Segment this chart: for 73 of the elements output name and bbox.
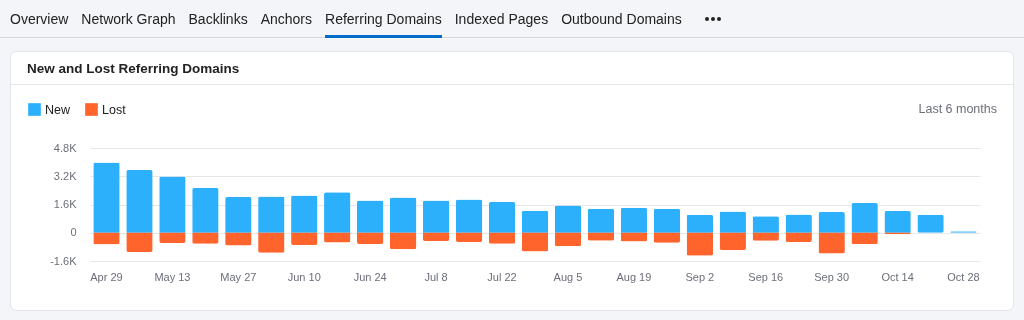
chart-title: New and Lost Referring Domains xyxy=(27,61,240,76)
bar xyxy=(752,216,779,233)
x-tick-label: Aug 19 xyxy=(616,270,652,283)
bar xyxy=(225,232,252,246)
x-tick-label: May 13 xyxy=(154,270,191,283)
bar xyxy=(488,202,516,233)
y-tick-label: 3.2K xyxy=(53,169,78,182)
bar xyxy=(554,205,582,233)
x-tick-label: Jul 22 xyxy=(487,270,517,283)
bar xyxy=(455,199,483,233)
x-tick-label: Sep 16 xyxy=(748,270,784,283)
bar xyxy=(422,200,450,233)
bar xyxy=(620,207,648,233)
bar xyxy=(258,232,285,253)
x-tick-label: Sep 2 xyxy=(685,270,715,283)
bar xyxy=(159,232,186,243)
bar xyxy=(126,232,153,252)
bar xyxy=(455,232,483,243)
bar xyxy=(785,232,812,243)
legend-label: New xyxy=(45,102,71,117)
text: Indexed Pages xyxy=(454,9,549,29)
bar xyxy=(785,214,812,233)
bar xyxy=(291,195,318,233)
text: Last 6 months xyxy=(918,102,997,116)
y-tick-label: 0 xyxy=(70,226,77,239)
y-tick-label: 4.8K xyxy=(53,141,78,154)
bar xyxy=(93,162,120,233)
bar xyxy=(554,232,582,247)
bar xyxy=(851,232,878,245)
x-tick-label: Jun 10 xyxy=(287,270,321,283)
bar xyxy=(422,232,450,242)
bar xyxy=(686,232,713,256)
bar xyxy=(686,214,713,233)
bar xyxy=(93,232,120,245)
bar xyxy=(653,208,681,233)
x-tick-label: Sep 30 xyxy=(814,270,850,283)
bar xyxy=(818,212,845,233)
text: Referring Domains xyxy=(325,0,442,38)
x-tick-label: Oct 14 xyxy=(881,270,914,283)
x-tick-label: Jul 8 xyxy=(424,270,448,283)
text: Overview xyxy=(10,9,69,29)
bar xyxy=(587,208,615,233)
text: Backlinks xyxy=(188,9,248,29)
x-tick-label: Oct 28 xyxy=(947,270,980,283)
bar xyxy=(357,200,384,233)
bar xyxy=(389,232,417,250)
bar xyxy=(818,232,845,254)
bar xyxy=(719,211,746,233)
bar xyxy=(192,188,219,233)
x-tick-label: Aug 5 xyxy=(553,270,583,283)
bar xyxy=(521,232,549,252)
x-tick-label: May 27 xyxy=(220,270,257,283)
legend-label: Lost xyxy=(102,102,127,117)
bar xyxy=(521,210,549,233)
bar xyxy=(851,203,878,233)
y-tick-label: -1.6K xyxy=(50,254,78,267)
bar xyxy=(291,232,318,246)
text: Network Graph xyxy=(81,9,176,29)
bar xyxy=(159,176,186,233)
text: Anchors xyxy=(260,9,313,29)
bar xyxy=(884,211,911,233)
bar xyxy=(357,232,384,245)
bar xyxy=(324,192,351,233)
bar xyxy=(258,196,285,233)
bar xyxy=(389,197,417,233)
bar xyxy=(225,197,252,233)
bar xyxy=(126,170,153,233)
x-tick-label: Jun 24 xyxy=(353,270,387,283)
text: Outbound Domains xyxy=(561,9,682,29)
bar xyxy=(719,232,746,251)
y-tick-label: 1.6K xyxy=(53,198,78,210)
bar xyxy=(620,232,648,242)
x-tick-label: Apr 29 xyxy=(90,270,123,283)
